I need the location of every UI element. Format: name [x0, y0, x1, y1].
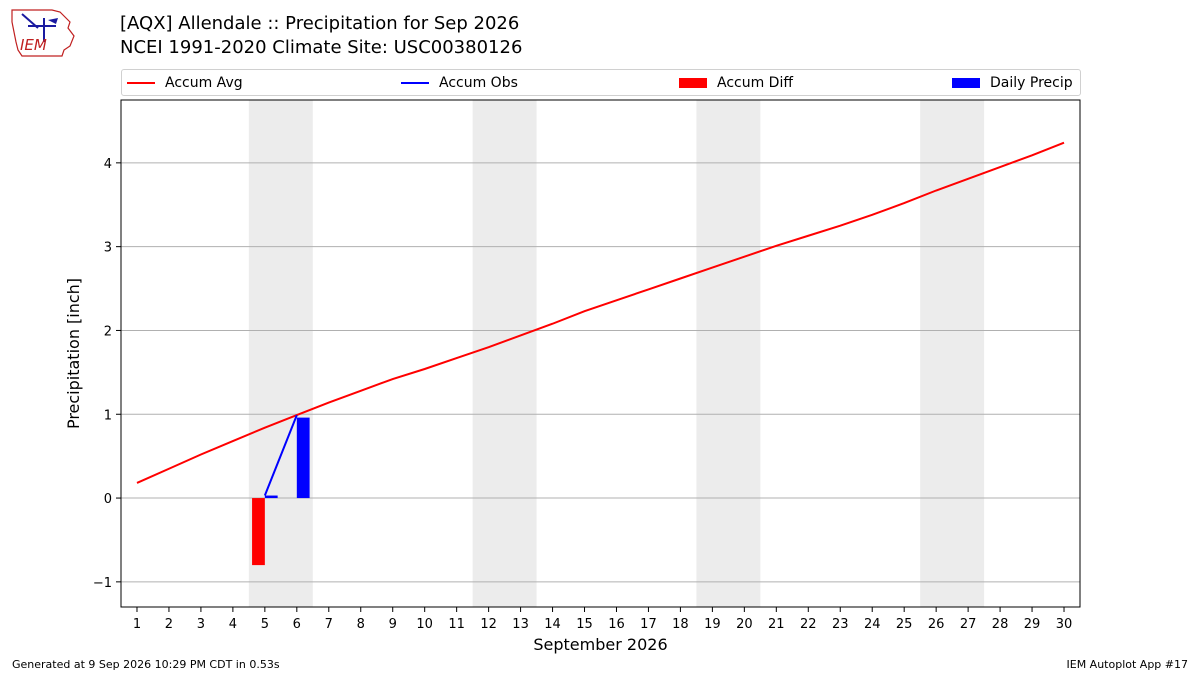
x-tick-label: 12 — [480, 617, 497, 632]
y-tick-label: 4 — [104, 157, 112, 172]
x-tick-label: 23 — [832, 617, 849, 632]
x-tick-label: 20 — [736, 617, 753, 632]
legend-item-accum-avg: Accum Avg — [127, 70, 243, 95]
weekend-band-2 — [696, 100, 761, 607]
x-tick-label: 3 — [197, 617, 205, 632]
x-tick-label: 29 — [1024, 617, 1041, 632]
legend-swatch-accum-diff — [679, 77, 707, 88]
x-tick-label: 8 — [357, 617, 365, 632]
y-tick-label: 3 — [104, 241, 112, 256]
y-tick-label: 1 — [104, 408, 112, 423]
accum-avg-line — [136, 141, 1065, 484]
x-tick-label: 2 — [165, 617, 173, 632]
logo-text: IEM — [20, 36, 47, 54]
chart-title-line1: [AQX] Allendale :: Precipitation for Sep… — [120, 13, 520, 34]
x-tick-label: 22 — [800, 617, 817, 632]
x-tick-label: 16 — [608, 617, 625, 632]
x-tick-label: 1 — [133, 617, 141, 632]
legend-label-accum-obs: Accum Obs — [439, 74, 518, 91]
x-tick-label: 9 — [389, 617, 397, 632]
y-tick-label: 0 — [104, 492, 112, 507]
x-tick-label: 28 — [992, 617, 1009, 632]
y-tick-label: −1 — [93, 576, 112, 591]
x-tick-label: 25 — [896, 617, 913, 632]
x-tick-label: 4 — [229, 617, 237, 632]
daily-precip-bar — [264, 495, 278, 499]
x-axis-label: September 2026 — [533, 635, 667, 654]
legend-label-daily-precip: Daily Precip — [990, 74, 1073, 91]
x-tick-label: 26 — [928, 617, 945, 632]
legend-item-daily-precip: Daily Precip — [952, 70, 1073, 95]
y-tick-label: 2 — [104, 324, 112, 339]
weekend-band-0 — [248, 100, 313, 607]
x-tick-label: 27 — [960, 617, 977, 632]
x-tick-label: 24 — [864, 617, 881, 632]
legend-swatch-accum-obs — [401, 81, 429, 84]
legend-item-accum-obs: Accum Obs — [401, 70, 518, 95]
iem-logo: IEM — [11, 9, 75, 57]
x-tick-label: 7 — [325, 617, 333, 632]
x-tick-label: 10 — [416, 617, 433, 632]
accum-diff-bar — [252, 498, 265, 566]
weekend-band-1 — [472, 100, 537, 607]
accum-obs-line — [263, 414, 298, 496]
x-tick-label: 13 — [512, 617, 529, 632]
x-tick-label: 15 — [576, 617, 593, 632]
legend-swatch-accum-avg — [127, 81, 155, 84]
x-tick-label: 19 — [704, 617, 721, 632]
chart-title-line2: NCEI 1991-2020 Climate Site: USC00380126 — [120, 37, 523, 58]
y-axis-label: Precipitation [inch] — [64, 278, 83, 429]
autoplot-app-label: IEM Autoplot App #17 — [1066, 658, 1189, 671]
legend-item-accum-diff: Accum Diff — [679, 70, 793, 95]
plot-frame — [120, 99, 1081, 608]
legend-label-accum-diff: Accum Diff — [717, 74, 794, 91]
x-tick-label: 17 — [640, 617, 657, 632]
daily-precip-bar — [296, 417, 310, 499]
x-tick-label: 14 — [544, 617, 561, 632]
x-tick-label: 11 — [448, 617, 465, 632]
x-tick-label: 18 — [672, 617, 689, 632]
weekend-band-3 — [920, 100, 985, 607]
legend-label-accum-avg: Accum Avg — [165, 74, 243, 91]
generated-timestamp: Generated at 9 Sep 2026 10:29 PM CDT in … — [12, 658, 280, 671]
x-tick-label: 30 — [1056, 617, 1073, 632]
x-tick-label: 5 — [261, 617, 269, 632]
legend-swatch-daily-precip — [952, 77, 980, 88]
chart-legend: Accum Avg Accum Obs Accum Diff Daily Pre… — [121, 69, 1081, 96]
x-tick-label: 21 — [768, 617, 785, 632]
x-tick-label: 6 — [293, 617, 301, 632]
